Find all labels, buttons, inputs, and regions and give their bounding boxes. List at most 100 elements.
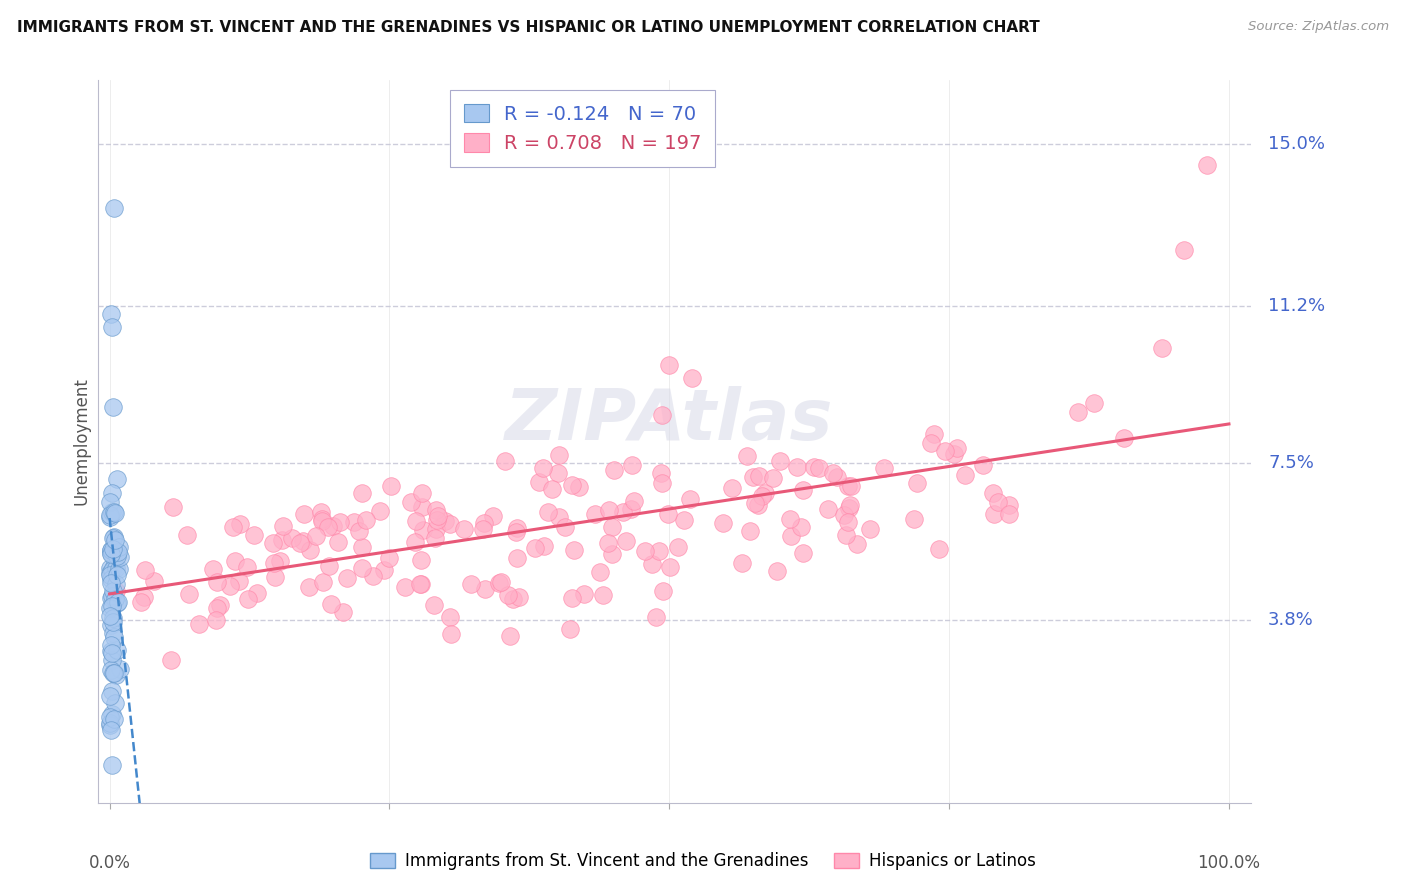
Point [651, 475, 673, 490]
Point [328, 534, 350, 549]
Point [222, 520, 245, 534]
Point [103, 530, 125, 544]
Point [100, 591, 122, 605]
Point [922, 426, 945, 441]
Point [648, 544, 671, 558]
Point [104, 591, 127, 606]
Point [224, 554, 246, 568]
Point [1112, 431, 1135, 445]
Point [105, 577, 128, 591]
Point [621, 458, 644, 472]
Point [101, 401, 124, 415]
Point [537, 505, 560, 519]
Point [817, 502, 839, 516]
Point [399, 495, 422, 509]
Point [560, 591, 582, 606]
Point [808, 460, 831, 475]
Point [494, 454, 516, 468]
Point [905, 475, 928, 490]
Point [600, 547, 623, 561]
Legend: Immigrants from St. Vincent and the Grenadines, Hispanics or Latinos: Immigrants from St. Vincent and the Gren… [364, 846, 1042, 877]
Point [361, 569, 384, 583]
Point [769, 454, 792, 468]
Point [645, 610, 668, 624]
Point [347, 524, 370, 538]
Text: 0.0%: 0.0% [89, 854, 131, 871]
Point [103, 665, 125, 680]
Point [998, 507, 1021, 521]
Point [105, 596, 128, 610]
Y-axis label: Unemployment: Unemployment [72, 377, 90, 506]
Point [101, 610, 124, 624]
Point [614, 534, 637, 549]
Point [101, 683, 124, 698]
Point [101, 542, 124, 557]
Point [100, 576, 122, 591]
Point [440, 626, 463, 640]
Point [404, 534, 426, 549]
Point [101, 485, 124, 500]
Point [98, 509, 121, 524]
Point [354, 513, 377, 527]
Point [103, 558, 125, 573]
Point [103, 630, 125, 644]
Point [100, 546, 122, 560]
Point [373, 563, 395, 577]
Point [678, 491, 700, 506]
Point [531, 461, 554, 475]
Point [547, 466, 569, 480]
Point [997, 499, 1019, 513]
Point [471, 522, 494, 536]
Point [472, 516, 495, 530]
Point [104, 548, 127, 562]
Point [105, 643, 128, 657]
Point [101, 665, 124, 680]
Point [104, 533, 127, 547]
Point [928, 541, 950, 556]
Point [602, 520, 624, 534]
Point [837, 515, 859, 529]
Point [657, 507, 679, 521]
Point [101, 583, 124, 598]
Point [942, 447, 965, 461]
Point [100, 543, 122, 558]
Point [162, 500, 184, 515]
Point [640, 557, 662, 571]
Point [987, 495, 1010, 509]
Point [298, 580, 321, 594]
Point [100, 718, 122, 732]
Point [312, 575, 335, 590]
Point [101, 706, 124, 721]
Point [589, 565, 612, 579]
Point [352, 540, 374, 554]
Point [318, 558, 340, 573]
Point [98, 560, 121, 574]
Point [107, 562, 129, 576]
Point [218, 579, 240, 593]
Point [311, 515, 333, 529]
Text: ZIPAtlas: ZIPAtlas [505, 385, 834, 455]
Point [100, 307, 122, 321]
Text: IMMIGRANTS FROM ST. VINCENT AND THE GRENADINES VS HISPANIC OR LATINO UNEMPLOYMEN: IMMIGRANTS FROM ST. VINCENT AND THE GREN… [17, 20, 1039, 35]
Point [945, 441, 967, 455]
Point [228, 574, 250, 588]
Point [104, 506, 127, 520]
Point [305, 529, 328, 543]
Text: Source: ZipAtlas.com: Source: ZipAtlas.com [1249, 20, 1389, 33]
Point [821, 467, 844, 481]
Point [859, 522, 882, 536]
Point [411, 485, 433, 500]
Point [527, 475, 550, 490]
Point [1067, 405, 1090, 419]
Point [100, 663, 122, 677]
Point [104, 696, 127, 710]
Point [453, 523, 475, 537]
Point [108, 549, 131, 564]
Point [835, 527, 858, 541]
Point [439, 517, 461, 532]
Point [100, 644, 122, 658]
Point [666, 540, 689, 554]
Point [229, 516, 252, 531]
Point [837, 479, 859, 493]
Point [934, 443, 956, 458]
